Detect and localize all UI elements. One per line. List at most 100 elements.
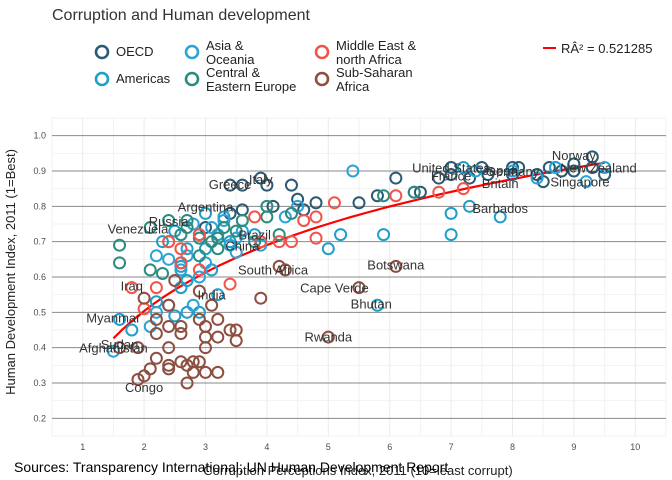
x-axis-title: Corruption Perceptions Index, 2011 (10=l…: [203, 463, 512, 478]
scatter-point: [205, 298, 219, 312]
country-label: Norway: [552, 148, 597, 163]
y-tick-label: 1.0: [33, 131, 46, 141]
scatter-point: [162, 235, 176, 249]
scatter-point: [278, 263, 292, 277]
legend-key: [314, 44, 330, 60]
country-label: Britain: [482, 176, 519, 191]
scatter-point: [579, 175, 593, 189]
scatter-points: [106, 150, 612, 390]
y-tick-label: 0.8: [33, 201, 46, 211]
legend-label-line: Asia &: [206, 38, 244, 53]
scatter-point: [192, 228, 206, 242]
scatter-point: [444, 168, 458, 182]
scatter-point: [370, 298, 384, 312]
legend-key: [94, 71, 110, 87]
scatter-point: [309, 196, 323, 210]
scatter-point: [309, 210, 323, 224]
scatter-point: [444, 228, 458, 242]
legend-label: Asia & Oceania: [206, 38, 255, 67]
scatter-point: [463, 199, 477, 213]
scatter-point: [506, 168, 519, 182]
scatter-point: [229, 224, 243, 238]
scatter-point: [211, 288, 225, 302]
scatter-point: [217, 213, 231, 227]
legend-label-line: Eastern Europe: [206, 79, 296, 94]
country-label: France: [431, 169, 471, 184]
scatter-point: [309, 231, 323, 245]
scatter-point: [186, 365, 200, 379]
scatter-point: [192, 312, 206, 326]
scatter-point: [180, 376, 194, 390]
legend-key: [184, 44, 200, 60]
scatter-point: [192, 263, 206, 277]
scatter-point: [223, 323, 237, 337]
scatter-point: [180, 213, 194, 227]
scatter-point: [254, 235, 268, 249]
country-label: Bhutan: [351, 297, 392, 312]
legend-label-line: north Africa: [336, 52, 403, 67]
scatter-point: [272, 235, 286, 249]
x-tick-label: 2: [142, 442, 147, 452]
scatter-point: [174, 263, 188, 277]
scatter-point: [284, 235, 298, 249]
scatter-point: [168, 309, 182, 323]
scatter-point: [174, 242, 188, 256]
country-label: Germany: [486, 164, 540, 179]
scatter-point: [254, 171, 268, 185]
scatter-point: [481, 168, 495, 182]
scatter-point: [254, 291, 268, 305]
legend-label: Americas: [116, 71, 171, 86]
x-tick-label: 8: [510, 442, 515, 452]
scatter-point: [149, 327, 163, 341]
scatter-point: [284, 206, 298, 220]
scatter-point: [162, 319, 176, 333]
scatter-point: [389, 259, 403, 273]
scatter-point: [205, 263, 219, 277]
country-label: Greece: [209, 177, 252, 192]
country-label: Barbados: [472, 201, 528, 216]
country-label: Italy: [249, 172, 273, 187]
country-label: Congo: [125, 380, 163, 395]
scatter-point: [248, 210, 262, 224]
y-tick-label: 0.5: [33, 307, 46, 317]
y-tick-label: 0.6: [33, 272, 46, 282]
legend-label-line: Sub-Saharan: [336, 65, 413, 80]
scatter-point: [530, 171, 544, 185]
scatter-point: [125, 281, 139, 295]
scatter-point: [223, 277, 237, 291]
legend-key: [184, 71, 200, 87]
scatter-point: [291, 192, 305, 206]
scatter-point: [149, 312, 163, 326]
scatter-point: [125, 323, 139, 337]
scatter-point: [235, 213, 249, 227]
legend-label-line: Middle East &: [336, 38, 417, 53]
scatter-point: [235, 178, 249, 192]
scatter-point: [413, 185, 427, 199]
scatter-point: [143, 221, 157, 235]
scatter-point: [113, 341, 127, 355]
scatter-point: [162, 362, 176, 376]
legend-label: Central & Eastern Europe: [206, 65, 296, 94]
scatter-point: [389, 171, 403, 185]
scatter-point: [266, 199, 280, 213]
country-label: Afghanistan: [79, 340, 148, 355]
country-label: Botswana: [367, 257, 425, 272]
legend-label-line: Africa: [336, 79, 370, 94]
country-label: Cape Verde: [300, 280, 369, 295]
x-tick-label: 7: [449, 442, 454, 452]
y-tick-label: 0.2: [33, 413, 46, 423]
scatter-point: [211, 242, 225, 256]
legend-key: [314, 71, 330, 87]
scatter-point: [389, 189, 403, 203]
scatter-point: [598, 168, 612, 182]
scatter-point: [217, 221, 231, 235]
scatter-point: [585, 160, 599, 174]
country-label: Russia: [149, 214, 190, 229]
scatter-point: [149, 249, 163, 263]
scatter-point: [432, 185, 446, 199]
x-tick-label: 4: [264, 442, 269, 452]
source-caption: Sources: Transparency International; UN …: [14, 459, 448, 475]
country-label: Myanmar: [86, 310, 141, 325]
